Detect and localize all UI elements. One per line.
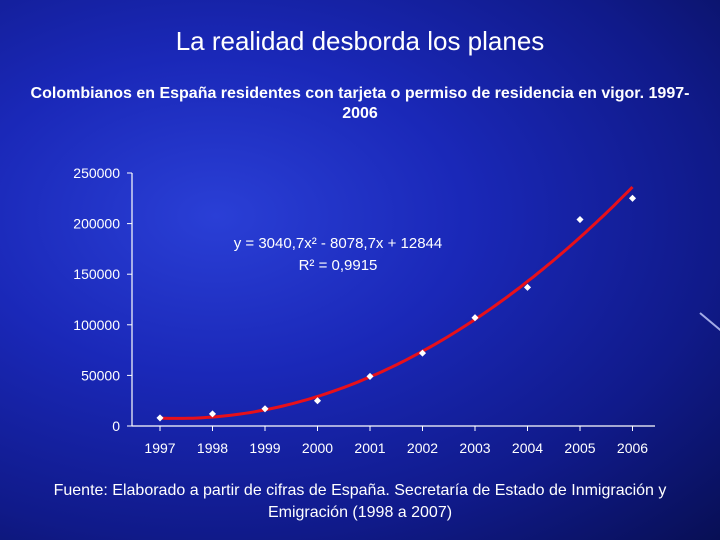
data-point (523, 283, 532, 291)
x-tick-label: 1997 (144, 440, 175, 456)
y-tick-label: 100000 (73, 317, 120, 333)
data-point (628, 194, 637, 202)
chart-subtitle: Colombianos en España residentes con tar… (30, 85, 690, 122)
x-tick-label: 2000 (302, 440, 333, 456)
data-point (156, 414, 164, 422)
data-point (418, 349, 427, 357)
chart-axes (131, 173, 655, 427)
trendline-r2: R² = 0,9915 (299, 257, 378, 274)
x-tick-label: 2003 (459, 440, 490, 456)
data-point (576, 216, 584, 224)
data-point (313, 397, 322, 405)
y-tick-label: 250000 (73, 165, 120, 181)
x-tick-label: 2006 (617, 440, 648, 456)
y-tick-label: 200000 (73, 216, 120, 232)
y-tick-label: 0 (112, 418, 120, 434)
x-tick-label: 1998 (197, 440, 228, 456)
x-tick-label: 1999 (249, 440, 280, 456)
trendline-equation: y = 3040,7x² - 8078,7x + 12844 (234, 235, 442, 252)
x-tick-label: 2001 (354, 440, 385, 456)
y-axis-ticks: 0 50000 100000 150000 200000 250000 (73, 165, 132, 434)
slide-title: La realidad desborda los planes (175, 26, 545, 56)
data-points (156, 194, 637, 422)
y-tick-label: 150000 (73, 266, 120, 282)
data-point (261, 405, 269, 413)
x-axis-ticks: 1997 1998 1999 2000 2001 2002 2003 2004 2005 2006 (144, 426, 648, 456)
data-point (208, 410, 217, 418)
data-point (366, 372, 374, 380)
y-tick-label: 50000 (81, 367, 120, 383)
source-note: Fuente: Elaborado a partir de cifras de … (53, 482, 667, 521)
x-tick-label: 2005 (564, 440, 595, 456)
x-tick-label: 2004 (512, 440, 543, 456)
data-point (471, 314, 479, 322)
x-tick-label: 2002 (407, 440, 438, 456)
trendline (159, 185, 634, 420)
